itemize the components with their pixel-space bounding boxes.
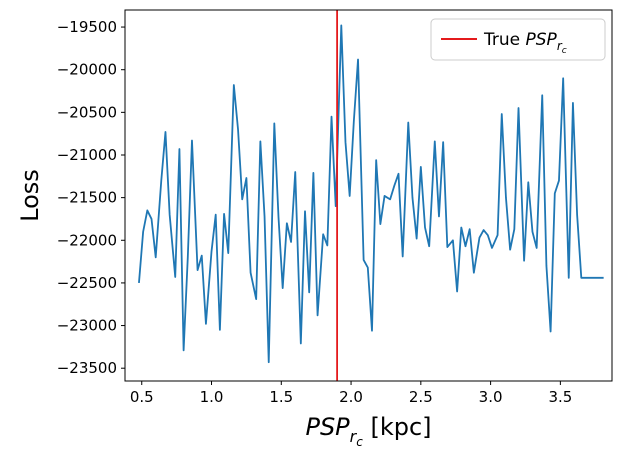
y-tick-label: −22500: [57, 274, 117, 292]
x-tick-label: 3.5: [548, 388, 572, 406]
x-axis-label: PSPrc [kpc]: [305, 413, 431, 449]
axes-frame: [124, 9, 613, 382]
y-axis-ticks: −19500 −20000 −20500 −21000 −21500 −22000 −225…: [57, 18, 125, 377]
y-tick-label: −20500: [57, 103, 117, 121]
y-tick-label: −21500: [57, 189, 117, 207]
legend-box: [430, 18, 606, 61]
y-tick-label: −23000: [57, 317, 117, 335]
loss-series-line: [138, 24, 604, 364]
y-tick-label: −19500: [57, 18, 117, 36]
y-tick-label: −23500: [57, 359, 117, 377]
y-tick-label: −21000: [57, 146, 117, 164]
x-tick-label: 0.5: [130, 388, 154, 406]
plot-content: [138, 10, 604, 381]
x-tick-label: 3.0: [479, 388, 503, 406]
x-tick-label: 2.5: [409, 388, 433, 406]
x-axis-ticks: 0.5 1.0 1.5 2.0 2.5 3.0 3.5: [130, 381, 572, 406]
y-tick-label: −20000: [57, 61, 117, 79]
legend-label-true-value: True PSPrc: [483, 30, 567, 56]
x-tick-label: 2.0: [339, 388, 363, 406]
x-tick-label: 1.5: [269, 388, 293, 406]
y-tick-label: −22000: [57, 231, 117, 249]
x-tick-label: 1.0: [200, 388, 224, 406]
legend: True PSPrc: [430, 18, 606, 61]
y-axis-label: Loss: [16, 169, 44, 222]
